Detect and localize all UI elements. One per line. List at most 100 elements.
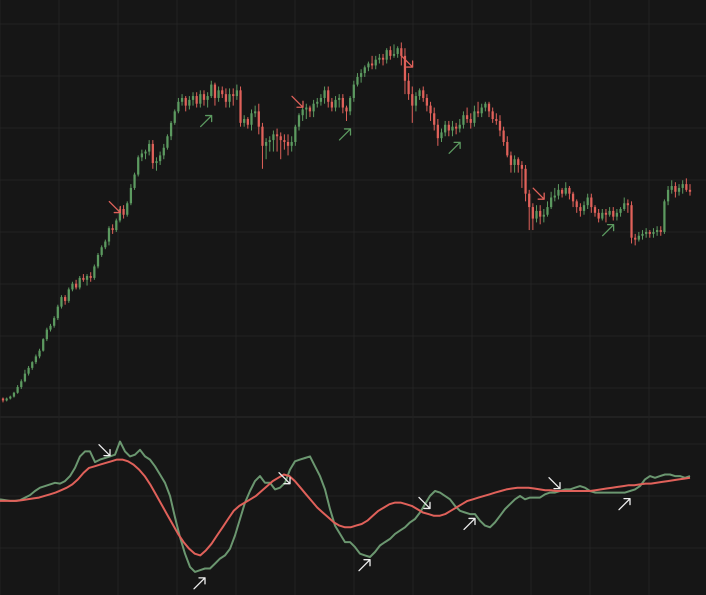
candle-body bbox=[582, 205, 586, 211]
candle-body bbox=[520, 164, 524, 169]
candle-body bbox=[528, 193, 531, 208]
candle-body bbox=[294, 126, 297, 142]
oscillator-grid bbox=[0, 418, 706, 595]
candle-body bbox=[319, 97, 323, 102]
candle-body bbox=[542, 214, 545, 217]
candle-body bbox=[396, 48, 399, 54]
candle-body bbox=[338, 97, 341, 100]
candle-body bbox=[593, 207, 597, 213]
candle-body bbox=[133, 174, 136, 188]
candle-body bbox=[513, 159, 516, 165]
candle-body bbox=[210, 84, 213, 97]
candle-body bbox=[129, 187, 133, 204]
candle-body bbox=[49, 325, 52, 330]
candle-body bbox=[334, 99, 337, 108]
candle-body bbox=[495, 119, 498, 121]
candle-body bbox=[42, 339, 45, 351]
candle-body bbox=[458, 124, 461, 129]
candle-body bbox=[655, 230, 659, 232]
candle-body bbox=[659, 230, 662, 232]
candle-body bbox=[619, 209, 622, 213]
oscillator-panel bbox=[0, 440, 691, 590]
candle-body bbox=[367, 63, 370, 68]
candle-body bbox=[392, 53, 396, 56]
candle-body bbox=[484, 103, 487, 108]
candle-body bbox=[480, 107, 483, 114]
candle-body bbox=[517, 159, 520, 165]
candle-body bbox=[630, 205, 633, 238]
candle-body bbox=[283, 140, 286, 142]
price-panel bbox=[1, 42, 692, 403]
candle-body bbox=[9, 396, 12, 399]
candle-body bbox=[38, 350, 41, 357]
buy-signal-arrow bbox=[448, 141, 461, 154]
candle-body bbox=[78, 277, 81, 288]
candle-body bbox=[217, 90, 220, 98]
candle-body bbox=[670, 186, 673, 190]
candle-body bbox=[122, 209, 125, 215]
candle-body bbox=[352, 84, 355, 98]
candle-body bbox=[454, 126, 458, 129]
candle-body bbox=[557, 189, 560, 196]
candle-body bbox=[674, 186, 677, 192]
candle-body bbox=[685, 184, 688, 190]
candle-body bbox=[126, 203, 129, 215]
candle-body bbox=[681, 184, 684, 188]
candle-body bbox=[491, 111, 494, 120]
oscillator-sell-arrow bbox=[278, 472, 291, 485]
candle-body bbox=[151, 143, 154, 164]
candle-body bbox=[235, 90, 239, 97]
candle-body bbox=[451, 126, 454, 131]
candle-body bbox=[539, 210, 542, 217]
candle-body bbox=[45, 329, 48, 340]
oscillator-sell-arrow bbox=[548, 477, 561, 490]
candle-body bbox=[462, 115, 465, 125]
candle-body bbox=[374, 59, 377, 66]
candle-body bbox=[400, 48, 403, 56]
candle-body bbox=[378, 57, 381, 60]
candle-body bbox=[546, 207, 549, 215]
buy-signal-arrow bbox=[601, 224, 615, 237]
candle-body bbox=[140, 153, 143, 158]
candle-body bbox=[436, 124, 439, 139]
candle-body bbox=[53, 318, 56, 326]
candle-body bbox=[224, 94, 228, 102]
candle-body bbox=[60, 297, 63, 307]
candle-body bbox=[586, 197, 589, 206]
candle-body bbox=[297, 115, 301, 127]
candle-body bbox=[279, 136, 282, 141]
candle-body bbox=[498, 120, 502, 131]
candle-body bbox=[115, 220, 118, 231]
candle-body bbox=[89, 276, 92, 278]
oscillator-slow-line bbox=[0, 458, 691, 557]
candle-body bbox=[202, 94, 206, 100]
candle-body bbox=[389, 50, 392, 56]
candle-body bbox=[637, 235, 640, 240]
candle-body bbox=[385, 50, 388, 60]
candle-body bbox=[23, 373, 27, 382]
candle-body bbox=[553, 195, 556, 198]
candle-body bbox=[648, 231, 651, 234]
candle-body bbox=[221, 90, 224, 95]
candle-body bbox=[316, 101, 319, 104]
candle-body bbox=[148, 143, 151, 152]
candle-body bbox=[407, 80, 410, 95]
candle-body bbox=[327, 90, 330, 102]
candle-body bbox=[246, 119, 249, 125]
oscillator-fast-line bbox=[0, 440, 691, 573]
candle-body bbox=[564, 187, 567, 194]
candle-body bbox=[612, 210, 615, 217]
candle-body bbox=[634, 237, 637, 240]
oscillator-sell-arrow bbox=[418, 496, 431, 510]
candle-body bbox=[173, 111, 176, 123]
candle-body bbox=[363, 67, 366, 74]
candle-body bbox=[301, 109, 304, 116]
candle-body bbox=[345, 107, 348, 112]
candle-body bbox=[652, 231, 655, 234]
candle-body bbox=[268, 140, 271, 142]
candle-body bbox=[34, 356, 38, 363]
candle-body bbox=[254, 111, 257, 114]
oscillator-buy-arrow bbox=[358, 559, 371, 572]
candle-body bbox=[20, 381, 23, 388]
